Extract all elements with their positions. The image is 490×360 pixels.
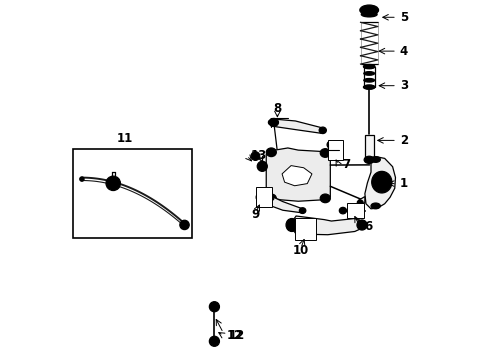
Text: 9: 9 xyxy=(252,208,260,221)
Polygon shape xyxy=(359,197,365,205)
Bar xyxy=(346,203,364,218)
Ellipse shape xyxy=(360,222,364,228)
Text: 6: 6 xyxy=(364,220,372,233)
Ellipse shape xyxy=(357,220,367,230)
Ellipse shape xyxy=(361,12,377,17)
Ellipse shape xyxy=(266,194,276,203)
Text: 11: 11 xyxy=(116,132,132,145)
Ellipse shape xyxy=(323,151,328,155)
Ellipse shape xyxy=(358,209,362,212)
Ellipse shape xyxy=(329,143,333,147)
Ellipse shape xyxy=(364,85,375,89)
Ellipse shape xyxy=(373,158,378,161)
Ellipse shape xyxy=(106,176,121,190)
Ellipse shape xyxy=(286,219,297,231)
Ellipse shape xyxy=(289,222,294,228)
Ellipse shape xyxy=(327,141,334,148)
Ellipse shape xyxy=(371,157,380,162)
Ellipse shape xyxy=(271,120,276,125)
Ellipse shape xyxy=(256,192,266,202)
Ellipse shape xyxy=(364,65,374,68)
Ellipse shape xyxy=(338,152,341,156)
Ellipse shape xyxy=(336,150,343,158)
Ellipse shape xyxy=(365,13,374,16)
Text: 13: 13 xyxy=(250,149,267,162)
Bar xyxy=(294,218,316,240)
Ellipse shape xyxy=(321,129,324,132)
Ellipse shape xyxy=(371,203,380,209)
Ellipse shape xyxy=(363,7,376,13)
Ellipse shape xyxy=(320,194,330,203)
Ellipse shape xyxy=(364,85,374,89)
Ellipse shape xyxy=(260,164,265,169)
Text: 7: 7 xyxy=(342,158,350,171)
Ellipse shape xyxy=(180,220,189,230)
Polygon shape xyxy=(365,157,395,209)
Ellipse shape xyxy=(266,148,276,157)
Ellipse shape xyxy=(269,150,274,154)
Ellipse shape xyxy=(341,209,345,212)
Text: 2: 2 xyxy=(400,134,408,147)
Ellipse shape xyxy=(110,180,117,187)
Ellipse shape xyxy=(364,78,374,82)
Ellipse shape xyxy=(320,149,330,157)
Text: 5: 5 xyxy=(400,11,408,24)
Polygon shape xyxy=(266,148,330,201)
Bar xyxy=(73,149,192,238)
Ellipse shape xyxy=(301,209,304,212)
Ellipse shape xyxy=(212,339,217,344)
Ellipse shape xyxy=(269,120,273,125)
Text: 4: 4 xyxy=(400,45,408,58)
Ellipse shape xyxy=(269,196,274,201)
Ellipse shape xyxy=(323,196,328,201)
Text: 12: 12 xyxy=(227,329,243,342)
Ellipse shape xyxy=(364,156,374,163)
Text: 1: 1 xyxy=(400,177,408,190)
Bar xyxy=(256,187,272,207)
Text: 8: 8 xyxy=(273,102,282,114)
Polygon shape xyxy=(259,192,304,213)
Ellipse shape xyxy=(253,154,258,158)
Ellipse shape xyxy=(360,5,379,15)
Ellipse shape xyxy=(209,302,220,312)
Ellipse shape xyxy=(182,223,187,227)
Ellipse shape xyxy=(339,207,346,214)
Bar xyxy=(328,140,343,160)
Ellipse shape xyxy=(251,152,260,161)
Ellipse shape xyxy=(80,177,84,181)
Ellipse shape xyxy=(376,176,388,189)
Polygon shape xyxy=(289,216,366,235)
Text: 10: 10 xyxy=(293,244,309,257)
Ellipse shape xyxy=(364,64,375,69)
Ellipse shape xyxy=(372,171,392,193)
Ellipse shape xyxy=(359,201,362,203)
Polygon shape xyxy=(271,119,324,133)
Ellipse shape xyxy=(373,204,378,207)
Ellipse shape xyxy=(357,207,364,214)
Ellipse shape xyxy=(212,304,217,309)
Ellipse shape xyxy=(259,195,263,200)
Text: 12: 12 xyxy=(229,329,245,342)
Bar xyxy=(365,135,373,157)
Text: 3: 3 xyxy=(400,79,408,92)
Ellipse shape xyxy=(257,161,268,171)
Ellipse shape xyxy=(380,180,384,184)
Ellipse shape xyxy=(299,208,306,213)
Ellipse shape xyxy=(319,127,326,134)
Polygon shape xyxy=(282,166,312,186)
Ellipse shape xyxy=(357,200,363,204)
Ellipse shape xyxy=(209,336,220,346)
Ellipse shape xyxy=(269,118,278,126)
Ellipse shape xyxy=(364,72,374,75)
Ellipse shape xyxy=(367,158,372,162)
